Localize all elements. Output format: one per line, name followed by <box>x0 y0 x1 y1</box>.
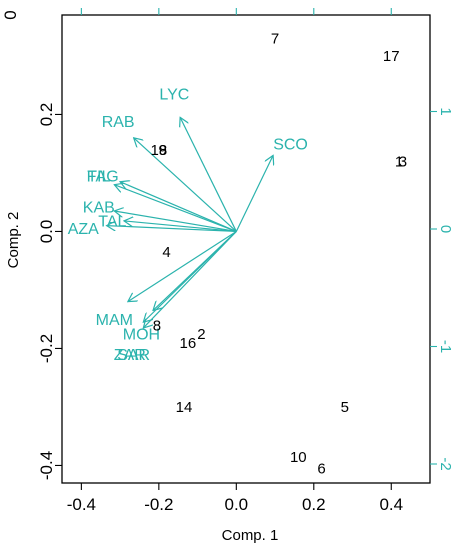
observation-label-17: 17 <box>383 48 400 65</box>
x-axis-ticks: -0.4 -0.2 0.0 0.2 0.4 <box>67 483 403 514</box>
x-tick-label: 0.2 <box>302 495 326 514</box>
secondary-x-axis-ticks <box>80 8 392 15</box>
variable-arrow-sco <box>235 155 273 232</box>
variable-arrow-zar <box>143 231 237 328</box>
observation-label-6: 6 <box>317 461 325 478</box>
variable-label-zar: ZAR <box>114 347 146 364</box>
observation-label-16: 16 <box>180 335 197 352</box>
plot-frame <box>61 14 431 484</box>
x-tick-label: 0.0 <box>224 495 248 514</box>
observation-label-4: 4 <box>162 244 170 261</box>
variable-arrow-fag <box>120 182 237 233</box>
variable-arrow-sar <box>143 231 237 322</box>
x-tick-label: -0.2 <box>144 495 173 514</box>
secondary-y-axis-ticks: 1 0 -1 -2 <box>430 107 454 471</box>
observation-label-1: 1 <box>395 154 403 171</box>
variable-label-sar: SAR <box>117 347 150 364</box>
observation-label-10: 10 <box>290 449 307 466</box>
y-tick-label: -0.4 <box>37 451 56 480</box>
variable-arrow-lyc <box>180 117 237 232</box>
observation-label-9: 9 <box>159 142 167 159</box>
y-axis-label: Comp. 2 <box>5 212 22 269</box>
variable-arrows <box>107 117 274 328</box>
secondary-y-tick-label: -2 <box>437 457 454 470</box>
variable-label-moh: MOH <box>123 326 160 343</box>
observation-label-18: 18 <box>150 142 167 159</box>
y-tick-label: 0.0 <box>37 220 56 244</box>
secondary-y-tick-label: 0 <box>437 225 454 233</box>
x-axis-label: Comp. 1 <box>222 527 279 544</box>
variable-label-aza: AZA <box>68 221 99 238</box>
variable-arrow-mam <box>128 230 237 301</box>
y-tick-label: -0.2 <box>37 334 56 363</box>
variable-label-fag: FAG <box>87 168 119 185</box>
observation-label-7: 7 <box>271 31 279 48</box>
observation-label-14: 14 <box>176 399 193 416</box>
variable-arrow-tal <box>124 221 237 233</box>
variable-label-sco: SCO <box>273 136 308 153</box>
y-tick-label: 0.2 <box>37 103 56 127</box>
variable-label-til: TIL <box>87 168 110 185</box>
secondary-y-tick-label: -1 <box>437 340 454 353</box>
variable-arrow-til <box>114 185 237 233</box>
variable-label-rab: RAB <box>102 114 135 131</box>
observation-label-8: 8 <box>153 317 161 334</box>
observation-labels: 7 17 31 189 4 8 216 14 5 10 6 <box>150 31 407 478</box>
variable-arrow-rab <box>134 138 237 232</box>
observation-label-3: 3 <box>399 154 407 171</box>
observation-label-5: 5 <box>341 399 349 416</box>
observation-label-2: 2 <box>197 326 205 343</box>
y-axis-ticks: -0.4 -0.2 0.0 0.2 0 <box>1 10 62 480</box>
variable-arrow-aza <box>107 226 237 233</box>
secondary-y-tick-label: 1 <box>437 107 454 115</box>
variable-label-tal: TAL <box>98 214 126 231</box>
x-tick-label: -0.4 <box>67 495 96 514</box>
variable-arrow-kab <box>114 211 237 233</box>
variable-label-kab: KAB <box>83 199 115 216</box>
y-tick-label-partial: 0 <box>1 10 20 19</box>
variable-label-lyc: LYC <box>159 87 189 104</box>
variable-label-mam: MAM <box>96 312 133 329</box>
x-tick-label: 0.4 <box>379 495 403 514</box>
